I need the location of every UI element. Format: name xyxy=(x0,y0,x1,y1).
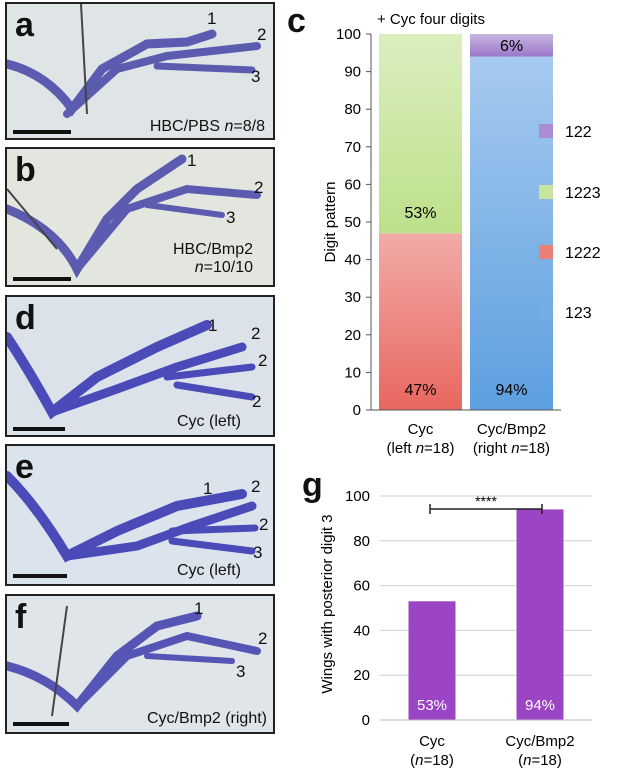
y-tick-label: 90 xyxy=(344,64,361,81)
x-tick-label: (right n=18) xyxy=(473,440,550,457)
panel-d-photo: d 1 2 2 2 Cyc (left) xyxy=(5,295,275,437)
x-tick-label: (n=18) xyxy=(410,752,454,769)
data-label: 53% xyxy=(404,205,436,222)
bar xyxy=(408,601,456,720)
y-axis-label: Wings with posterior digit 3 xyxy=(319,514,336,693)
digit-label: 2 xyxy=(254,178,264,197)
data-label: 53% xyxy=(417,697,447,714)
digit-label: 2 xyxy=(252,392,262,411)
digit-label: 1 xyxy=(207,9,217,28)
panel-f-photo: f 1 2 3 Cyc/Bmp2 (right) xyxy=(5,594,275,734)
bar-chart-g: Wings with posterior digit 3 0 20 40 60 80 100… xyxy=(319,488,592,769)
y-tick-label: 60 xyxy=(353,578,370,595)
y-tick-label: 20 xyxy=(344,327,361,344)
wing-skeleton-illustration xyxy=(7,605,261,717)
scale-bar xyxy=(13,277,71,281)
wing-skeleton-illustration xyxy=(7,154,261,279)
chart-title: + Cyc four digits xyxy=(377,11,485,28)
x-tick-label: Cyc xyxy=(408,421,434,438)
scale-bar xyxy=(13,722,69,726)
y-tick-label: 80 xyxy=(344,101,361,118)
digit-label: 3 xyxy=(253,543,263,562)
y-tick-label: 80 xyxy=(353,533,370,550)
y-tick-label: 100 xyxy=(336,26,361,43)
stacked-bar-chart-c: + Cyc four digits Digit pattern 0 10 20 30 40 5… xyxy=(322,11,601,457)
significance-label: **** xyxy=(475,493,497,509)
panel-a-photo: a 1 2 3 HBC/PBS n=8/8 xyxy=(5,2,275,140)
panel-g-letter: g xyxy=(302,466,323,504)
panel-b-letter: b xyxy=(15,151,36,189)
y-axis-label: Digit pattern xyxy=(322,182,339,263)
panel-d-caption: Cyc (left) xyxy=(177,413,241,430)
x-tick-label: (n=18) xyxy=(518,752,562,769)
wing-skeleton-illustration xyxy=(7,320,256,420)
bar-segment-1222 xyxy=(379,233,462,410)
wing-skeleton-illustration xyxy=(7,471,259,563)
digit-label: 3 xyxy=(236,662,246,681)
digit-label: 2 xyxy=(259,515,269,534)
legend-label: 1222 xyxy=(565,245,601,262)
digit-label: 1 xyxy=(208,316,218,335)
digit-label: 2 xyxy=(251,477,261,496)
digit-label: 3 xyxy=(251,67,261,86)
y-tick-label: 70 xyxy=(344,139,361,156)
panel-a-caption: HBC/PBS n=8/8 xyxy=(149,118,265,135)
y-tick-label: 0 xyxy=(362,712,370,729)
bar xyxy=(516,509,564,720)
bar-segment-123 xyxy=(470,56,553,411)
x-tick-label: Cyc/Bmp2 xyxy=(477,421,546,438)
panel-f-caption: Cyc/Bmp2 (right) xyxy=(146,710,267,727)
digit-label: 2 xyxy=(258,351,268,370)
bar-segment-122 xyxy=(470,34,553,57)
y-tick-label: 50 xyxy=(344,214,361,231)
x-tick-label: Cyc/Bmp2 xyxy=(505,733,574,750)
data-label: 94% xyxy=(525,697,555,714)
digit-label: 2 xyxy=(257,25,267,44)
panel-a-letter: a xyxy=(15,6,34,44)
digit-label: 2 xyxy=(258,629,268,648)
data-label: 94% xyxy=(495,382,527,399)
y-tick-label: 100 xyxy=(345,488,370,505)
panel-c-letter: c xyxy=(287,2,306,40)
digit-label: 1 xyxy=(203,479,213,498)
digit-label: 1 xyxy=(187,151,197,170)
legend-label: 123 xyxy=(565,305,592,322)
y-tick-label: 40 xyxy=(344,252,361,269)
legend-label: 1223 xyxy=(565,185,601,202)
x-tick-label: Cyc xyxy=(419,733,445,750)
panel-b-photo: b 1 2 3 HBC/Bmp2 n=10/10 xyxy=(5,147,275,287)
x-tick-label: (left n=18) xyxy=(387,440,455,457)
panel-f-letter: f xyxy=(15,598,27,636)
legend-swatch xyxy=(539,124,553,138)
wing-skeleton-illustration xyxy=(7,4,261,118)
y-tick-label: 40 xyxy=(353,622,370,639)
panel-d-letter: d xyxy=(15,299,36,337)
data-label: 6% xyxy=(500,38,523,55)
legend-swatch xyxy=(539,185,553,199)
scale-bar xyxy=(13,427,65,431)
y-tick-label: 60 xyxy=(344,176,361,193)
panel-e-caption: Cyc (left) xyxy=(177,562,241,579)
data-label: 47% xyxy=(404,382,436,399)
y-tick-label: 30 xyxy=(344,289,361,306)
legend-swatch xyxy=(539,305,553,319)
panel-e-photo: e 1 2 2 3 Cyc (left) xyxy=(5,444,275,586)
legend-label: 122 xyxy=(565,124,592,141)
scale-bar xyxy=(13,574,67,578)
y-tick-label: 10 xyxy=(344,364,361,381)
bar-segment-1223 xyxy=(379,34,462,234)
y-tick-label: 0 xyxy=(353,402,361,419)
digit-label: 3 xyxy=(226,208,236,227)
digit-label: 2 xyxy=(251,324,261,343)
y-tick-label: 20 xyxy=(353,667,370,684)
panel-b-caption: HBC/Bmp2 n=10/10 xyxy=(172,241,253,277)
legend-swatch xyxy=(539,245,553,259)
scale-bar xyxy=(13,130,71,134)
panel-e-letter: e xyxy=(15,448,34,486)
digit-label: 1 xyxy=(194,599,204,618)
